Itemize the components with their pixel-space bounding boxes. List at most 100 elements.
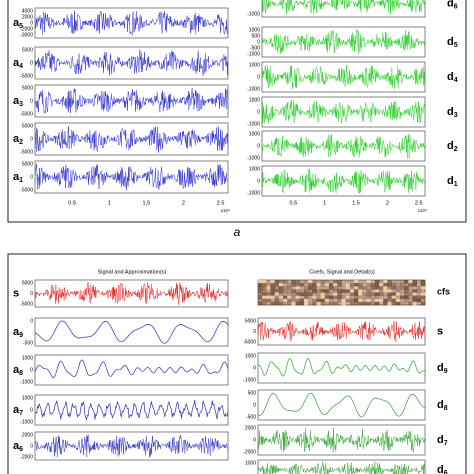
heat-cell [354,283,359,287]
y-tick-label: 0 [30,60,33,66]
heat-cell [358,280,363,284]
heat-cell [395,292,401,296]
heat-cell [266,283,271,287]
x-scale-label: x10⁴ [418,208,427,213]
heat-cell [333,292,338,296]
heat-cell [383,298,388,303]
heat-cell [387,289,392,293]
heat-cell [295,286,301,290]
heat-cell [404,289,409,293]
heat-cell [266,280,271,284]
row-label: d3 [447,106,458,119]
heat-cell [316,301,321,306]
heat-cell [320,292,326,296]
heat-cell [287,301,292,306]
heat-cell [349,283,355,287]
heat-cell [408,289,413,293]
heat-cell [266,289,271,293]
heat-cell [262,292,267,296]
heat-cell [383,292,388,296]
heat-cell [303,298,309,303]
heat-cell [391,283,397,287]
heat-cell [416,295,422,300]
heat-cell [266,286,271,290]
heat-cell [258,289,263,293]
heat-cell [374,286,380,290]
heat-cell [374,292,380,296]
heat-cell [308,283,313,287]
heat-cell [320,301,326,306]
row-label: d6 [437,464,448,474]
row-label: d4 [447,71,458,84]
heat-cell [374,301,380,306]
y-tick-label: 5000 [245,318,256,324]
heat-cell [395,280,401,284]
row-label: d1 [447,175,458,188]
y-tick-label: 1000 [22,395,33,401]
heat-cell [320,283,326,287]
heat-cell [412,289,417,293]
row-label: d8 [437,399,448,412]
heat-cell [412,292,417,296]
heat-cell [345,286,351,290]
heat-cell [283,298,288,303]
heat-cell [333,286,338,290]
heat-cell [383,283,388,287]
plot-box [257,459,426,474]
y-tick-label: 2000 [245,425,256,431]
row-label: a3 [13,95,23,108]
row-label-sub: 6 [444,470,448,474]
heat-cell [278,280,284,284]
heat-cell [324,289,330,293]
heat-cell [328,289,334,293]
heat-cell [345,298,351,303]
heat-cell [274,301,280,306]
heat-cell [408,295,413,300]
y-tick-label: 0 [257,74,260,80]
row-label-name: d [447,71,454,83]
row-label-sub: 2 [454,146,458,153]
y-tick-label: 0 [30,136,33,142]
heat-cell [404,286,409,290]
heat-cell [324,295,330,300]
heat-cell [291,301,296,306]
y-tick-label: -1000 [20,379,33,385]
heat-cell [270,298,275,303]
row-label-name: d [437,464,444,474]
signal-trace [34,49,229,76]
row-label-name: d [437,362,444,374]
heat-cell [328,295,334,300]
heat-cell [295,301,301,306]
heat-cell [299,298,305,303]
heat-cell [358,292,363,296]
heat-cell [408,301,413,306]
heat-cell [333,298,338,303]
heat-cell [404,298,409,303]
heat-cell [287,286,292,290]
heat-cell [349,292,355,296]
heat-cell [258,283,263,287]
plot-box [261,26,426,58]
heat-cell [416,301,422,306]
heat-cell [412,280,417,284]
signal-trace [257,392,426,418]
heat-cell [337,289,342,293]
y-tick-label: 0 [253,437,256,443]
row-label: d9 [437,362,448,375]
heat-cell [262,289,267,293]
heat-cell [283,295,288,300]
heat-cell [383,286,388,290]
heat-cell [303,280,309,284]
heat-cell [278,289,284,293]
heat-cell [383,295,388,300]
heat-cell [283,289,288,293]
heat-cell [399,283,405,287]
heat-cell [287,295,292,300]
heat-cell [362,283,367,287]
heat-cell [341,298,346,303]
heat-cell [420,292,426,296]
signal-trace [261,0,426,15]
heat-cell [399,295,405,300]
heat-cell [379,289,384,293]
